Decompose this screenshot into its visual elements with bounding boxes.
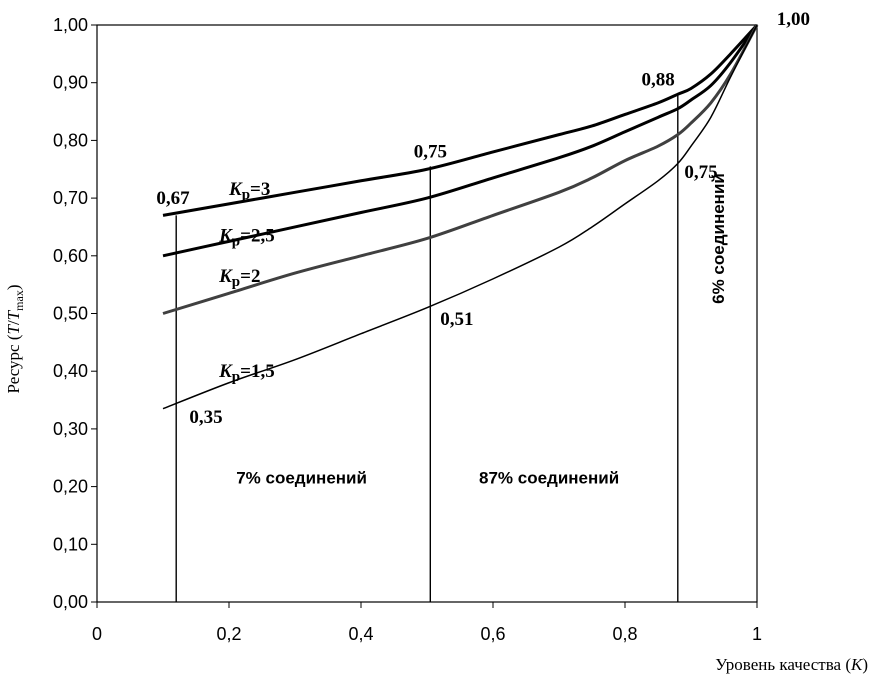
label-051: 0,51: [440, 309, 473, 330]
xlabel-part-b: K: [850, 655, 864, 674]
series-label-rest: =1,5: [240, 361, 275, 382]
x-tick-label: 1: [752, 624, 762, 644]
series-line-3: [162, 24, 758, 410]
series-line-2: [162, 24, 759, 315]
xlabel-part-a: Уровень качества (: [715, 655, 851, 674]
xlabel-part-c: ): [862, 655, 868, 674]
zone-high: 6% соединений: [709, 173, 728, 304]
annotations-group: Kр=3Kр=2,5Kр=2Kр=1,50,670,750,881,000,75…: [156, 9, 810, 488]
ylabel-sub: max: [12, 290, 26, 311]
series-label-0: Kр=3: [228, 179, 270, 203]
label-088: 0,88: [642, 70, 675, 91]
ylabel-part-b: T: [4, 324, 23, 335]
y-tick-label: 0,60: [53, 246, 88, 266]
y-tick-label: 0,40: [53, 361, 88, 381]
label-100: 1,00: [777, 9, 810, 30]
y-tick-label: 0,80: [53, 130, 88, 150]
label-075-right: 0,75: [684, 162, 717, 183]
series-label-1: Kр=2,5: [218, 225, 275, 249]
x-tick-label: 0,2: [216, 624, 241, 644]
series-label-rest: =2: [240, 266, 260, 287]
label-075-mid: 0,75: [414, 142, 447, 163]
series-label-k: K: [228, 179, 243, 200]
series-label-sub: р: [232, 369, 240, 385]
series-label-k: K: [218, 266, 233, 287]
series-label-rest: =3: [250, 179, 270, 200]
series-label-3: Kр=1,5: [218, 361, 275, 385]
series-label-sub: р: [232, 233, 240, 249]
plot-frame: [96, 24, 758, 603]
ylabel-part-c: /: [4, 320, 23, 325]
x-tick-label: 0: [92, 624, 102, 644]
y-tick-label: 0,50: [53, 304, 88, 324]
plot-area: 0,000,100,200,300,400,500,600,700,800,90…: [53, 15, 762, 644]
series-line-1: [162, 24, 759, 258]
x-tick-label: 0,4: [348, 624, 373, 644]
ylabel-part-e: ): [4, 285, 23, 291]
ylabel-part-d: T: [4, 309, 23, 320]
series-label-2: Kр=2: [218, 266, 260, 290]
x-tick-label: 0,8: [612, 624, 637, 644]
label-035: 0,35: [189, 407, 222, 428]
x-tick-label: 0,6: [480, 624, 505, 644]
ylabel-part-a: Ресурс (: [4, 334, 23, 393]
series-label-k: K: [218, 225, 233, 246]
y-tick-label: 0,10: [53, 534, 88, 554]
y-tick-label: 0,70: [53, 188, 88, 208]
y-axis-title: Ресурс (T/Tmax): [4, 285, 26, 394]
x-axis-title: Уровень качества (K): [715, 655, 868, 674]
zone-low: 7% соединений: [236, 469, 367, 488]
series-label-rest: =2,5: [240, 225, 275, 246]
y-tick-label: 0,90: [53, 73, 88, 93]
y-tick-label: 0,30: [53, 419, 88, 439]
series-group: [162, 23, 759, 410]
series-label-k: K: [218, 361, 233, 382]
y-tick-label: 0,00: [53, 592, 88, 612]
series-label-sub: р: [242, 187, 250, 203]
series-label-sub: р: [232, 274, 240, 290]
label-067: 0,67: [156, 188, 190, 209]
y-tick-label: 0,20: [53, 477, 88, 497]
zone-mid: 87% соединений: [479, 469, 619, 488]
y-tick-label: 1,00: [53, 15, 88, 35]
series-line-0: [162, 23, 759, 217]
